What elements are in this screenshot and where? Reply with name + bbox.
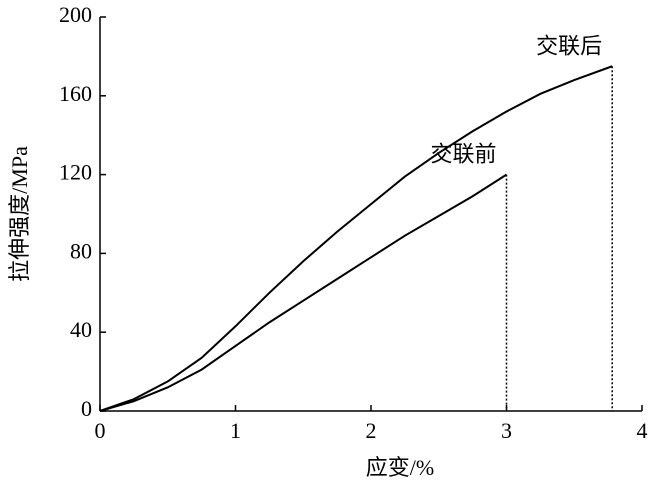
x-tick-label: 3 [501, 418, 512, 443]
x-tick-label: 2 [366, 418, 377, 443]
x-axis-label: 应变/% [366, 455, 434, 480]
y-tick-label: 160 [59, 81, 92, 106]
y-tick-label: 40 [70, 317, 92, 342]
line-series [99, 65, 613, 412]
y-tick-label: 200 [59, 2, 92, 27]
x-tick-label: 1 [230, 418, 241, 443]
series-label: 交联前 [430, 142, 496, 167]
y-tick-label: 80 [70, 238, 92, 263]
series-label: 交联后 [536, 33, 602, 58]
y-tick-label: 0 [81, 396, 92, 421]
y-tick-label: 120 [59, 160, 92, 185]
line-series [99, 173, 508, 412]
x-tick-label: 4 [637, 418, 648, 443]
y-axis-label: 拉伸强度/MPa [7, 146, 32, 282]
x-tick-label: 0 [95, 418, 106, 443]
